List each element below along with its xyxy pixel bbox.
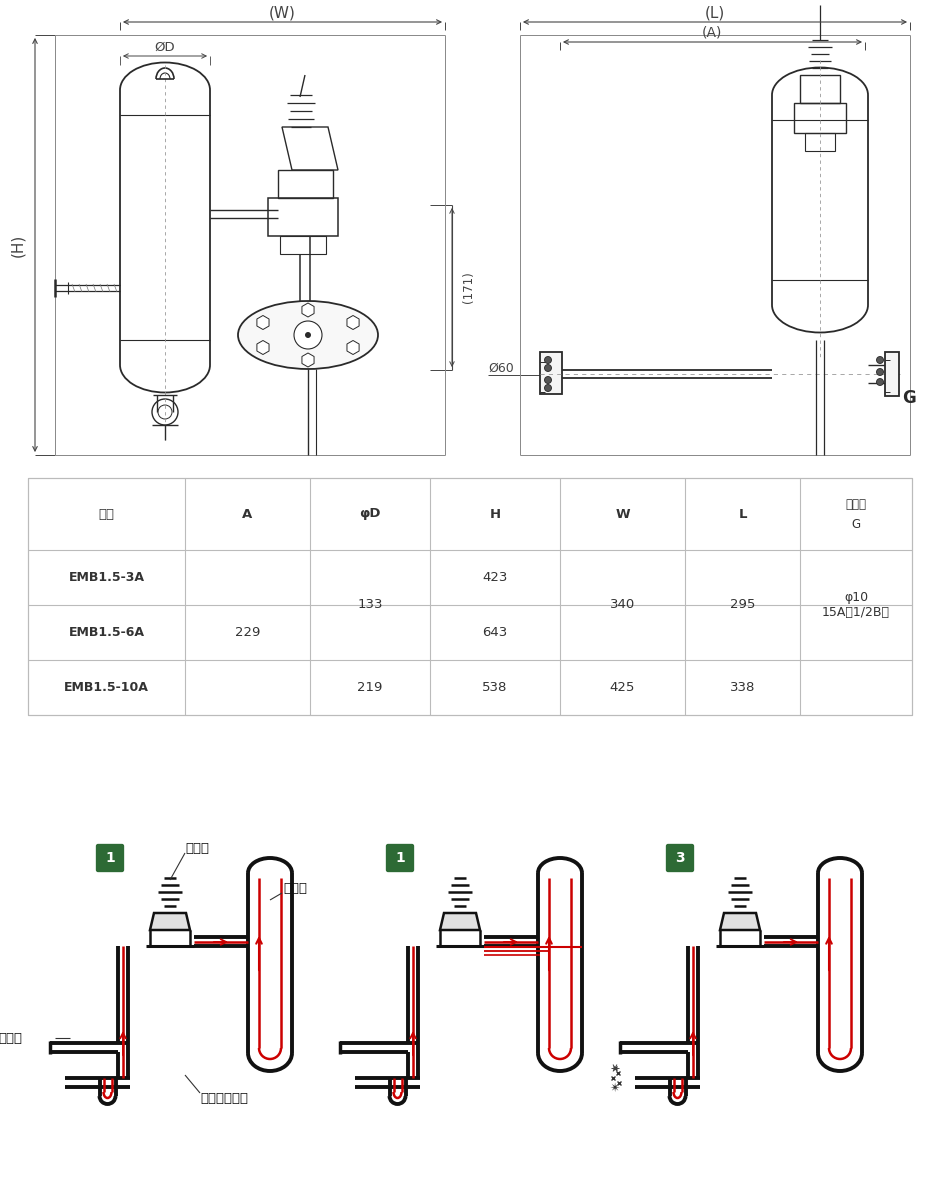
Text: 133: 133 [357,599,383,612]
Text: G: G [902,389,916,407]
Text: W: W [615,508,630,521]
Text: G: G [852,517,860,530]
Text: 電磁弁: 電磁弁 [185,841,209,854]
Text: ダイヤフラム: ダイヤフラム [200,1092,248,1104]
Text: (H): (H) [10,233,25,257]
Text: Ø60: Ø60 [488,361,514,374]
Text: 295: 295 [729,599,755,612]
Polygon shape [440,913,480,930]
Text: 643: 643 [482,626,508,638]
Bar [268,198,338,236]
Circle shape [294,320,322,349]
Text: 3: 3 [675,851,685,865]
FancyBboxPatch shape [665,842,695,874]
Text: ØD: ØD [155,41,176,54]
Text: (A): (A) [702,26,722,40]
Bar [278,170,333,198]
Text: (L): (L) [705,6,725,20]
Polygon shape [347,316,359,330]
Circle shape [876,356,884,364]
Text: 219: 219 [357,680,383,694]
Circle shape [544,377,552,384]
Text: タンク: タンク [283,882,307,894]
Text: 1: 1 [105,851,115,865]
Bar [805,133,835,151]
Polygon shape [302,302,314,317]
Text: EMB1.5-3A: EMB1.5-3A [69,571,145,584]
Polygon shape [257,341,269,354]
Text: φD: φD [359,508,381,521]
Bar [885,352,899,396]
Text: 1: 1 [395,851,405,865]
Text: (W): (W) [269,6,295,20]
Bar [794,103,846,133]
Text: 423: 423 [482,571,508,584]
Circle shape [544,384,552,391]
Polygon shape [257,316,269,330]
Text: 340: 340 [610,599,635,612]
Text: 吹出口: 吹出口 [0,1032,22,1044]
Text: A: A [243,508,253,521]
Circle shape [544,356,552,364]
Text: 15A（1/2B）: 15A（1/2B） [822,606,890,619]
Ellipse shape [238,301,378,370]
Text: H: H [490,508,501,521]
Text: 型式: 型式 [99,508,115,521]
Text: 338: 338 [729,680,755,694]
Text: EMB1.5-6A: EMB1.5-6A [69,626,145,638]
FancyBboxPatch shape [385,842,415,874]
Polygon shape [150,913,190,930]
Circle shape [876,368,884,376]
Polygon shape [302,353,314,367]
Text: L: L [738,508,746,521]
Circle shape [544,365,552,372]
Text: 給気口: 給気口 [845,498,867,510]
Bar [800,74,840,103]
Text: 229: 229 [235,626,260,638]
Text: 538: 538 [482,680,508,694]
Text: ✴: ✴ [610,1081,620,1094]
Polygon shape [347,341,359,354]
Text: 425: 425 [610,680,635,694]
Text: EMB1.5-10A: EMB1.5-10A [64,680,149,694]
Bar [28,478,912,715]
Text: φ10: φ10 [844,590,868,604]
Circle shape [305,332,311,338]
Polygon shape [720,913,760,930]
Bar [280,236,326,254]
Text: (171): (171) [462,271,475,302]
Circle shape [876,378,884,385]
FancyBboxPatch shape [95,842,125,874]
Bar [540,352,562,394]
